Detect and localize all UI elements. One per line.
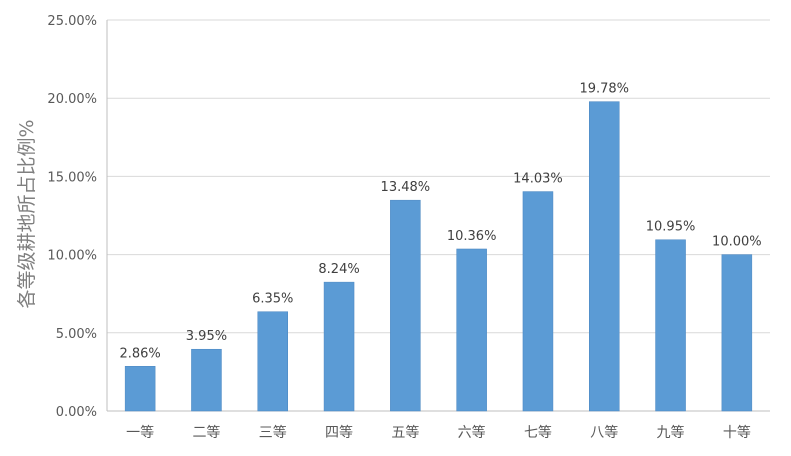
bar-data-label: 13.48%	[381, 180, 431, 195]
y-axis-label: 各等级耕地所占比例%	[16, 119, 38, 308]
bar	[589, 101, 620, 412]
bar-data-label: 2.86%	[119, 346, 160, 361]
x-category-label: 五等	[391, 424, 419, 441]
bar	[191, 348, 222, 412]
bar-data-label: 3.95%	[186, 329, 227, 344]
y-tick-label: 5.00%	[56, 327, 97, 342]
gridlines	[106, 19, 770, 412]
bar	[390, 199, 421, 412]
bar-data-label: 10.00%	[712, 235, 762, 250]
x-category-label: 一等	[126, 424, 154, 441]
y-axis-ticks: 0.00% 5.00% 10.00% 15.00% 20.00% 25.00%	[47, 14, 97, 420]
y-tick-label: 0.00%	[56, 405, 97, 420]
y-tick-label: 15.00%	[47, 170, 97, 185]
bar	[323, 281, 355, 412]
data-labels: 2.86% 3.95% 6.35% 8.24% 13.48% 10.36% 14.03% 19…	[119, 82, 761, 362]
bar	[655, 239, 686, 412]
bar-data-label: 6.35%	[252, 292, 293, 307]
bar	[124, 366, 156, 412]
x-category-label: 十等	[723, 424, 751, 441]
bars	[124, 101, 753, 412]
y-tick-label: 25.00%	[47, 14, 97, 29]
x-category-label: 七等	[524, 424, 552, 441]
x-category-label: 九等	[657, 424, 685, 441]
y-tick-label: 10.00%	[47, 249, 97, 264]
bar	[257, 311, 288, 412]
bar	[721, 254, 753, 412]
bar-data-label: 8.24%	[318, 262, 359, 277]
x-category-label: 六等	[458, 424, 486, 441]
x-category-label: 三等	[259, 424, 287, 441]
x-axis-categories: 一等 二等 三等 四等 五等 六等 七等 八等 九等 十等	[126, 424, 751, 441]
x-category-label: 八等	[590, 424, 618, 441]
bar-data-label: 10.36%	[447, 229, 497, 244]
bar-data-label: 10.95%	[646, 220, 696, 235]
x-category-label: 四等	[325, 424, 353, 441]
x-category-label: 二等	[192, 424, 220, 441]
bar-data-label: 19.78%	[579, 82, 629, 97]
bar	[456, 248, 487, 412]
bar	[522, 191, 554, 412]
bar-data-label: 14.03%	[513, 172, 563, 187]
y-tick-label: 20.00%	[47, 92, 97, 107]
